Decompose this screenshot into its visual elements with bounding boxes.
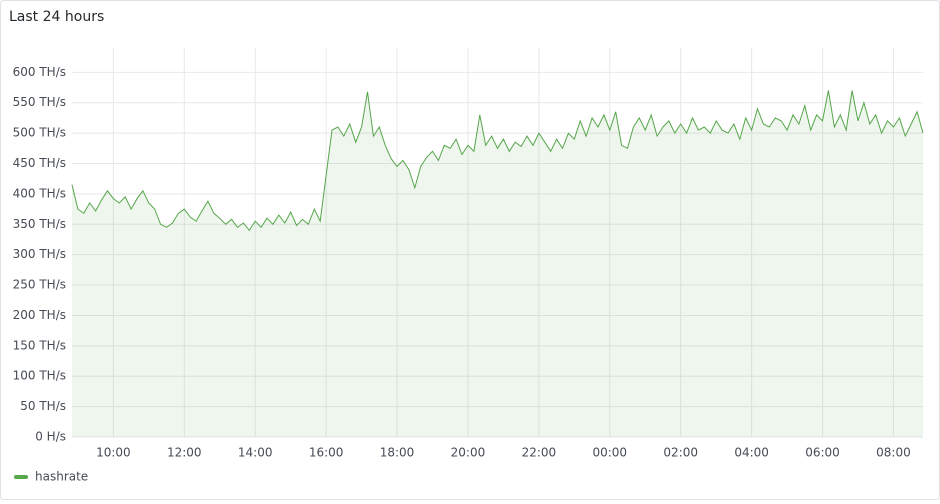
y-tick-label: 0 H/s [35,430,66,444]
legend-label: hashrate [35,470,88,484]
y-tick-label: 350 TH/s [13,217,66,231]
y-tick-label: 400 TH/s [13,186,66,200]
line [71,90,924,232]
panel-title: Last 24 hours [9,9,104,25]
y-tick-label: 500 TH/s [13,126,66,140]
x-tick-label: 10:00 [96,446,131,460]
x-tick-label: 00:00 [592,446,627,460]
x-tick-label: 06:00 [805,446,840,460]
x-tick-label: 22:00 [522,446,557,460]
x-tick-label: 02:00 [663,446,698,460]
x-tick-label: 18:00 [380,446,415,460]
legend-swatch [14,475,28,479]
y-tick-label: 150 TH/s [13,338,66,352]
y-tick-label: 550 TH/s [13,95,66,109]
x-tick-label: 04:00 [734,446,769,460]
x-tick-label: 12:00 [167,446,202,460]
x-tick-label: 08:00 [876,446,911,460]
x-tick-label: 16:00 [309,446,344,460]
y-tick-label: 200 TH/s [13,308,66,322]
y-tick-label: 100 TH/s [13,369,66,383]
y-tick-label: 250 TH/s [13,278,66,292]
y-tick-label: 50 TH/s [20,399,66,413]
y-tick-label: 600 TH/s [13,65,66,79]
y-tick-label: 450 TH/s [13,156,66,170]
x-tick-label: 14:00 [238,446,273,460]
y-tick-label: 300 TH/s [13,247,66,261]
area [72,90,923,437]
x-tick-label: 20:00 [451,446,486,460]
